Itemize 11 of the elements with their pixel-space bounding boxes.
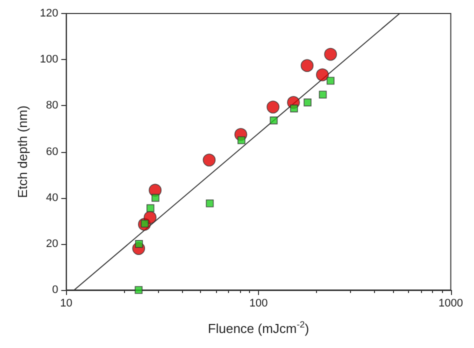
y-tick-label: 60 (46, 146, 58, 158)
y-tick-label: 0 (52, 284, 58, 296)
x-tick-label: 1000 (438, 298, 464, 310)
x-tick-label: 100 (249, 298, 268, 310)
y-tick-label: 20 (46, 238, 58, 250)
y-tick-label: 80 (46, 100, 58, 112)
y-tick-label: 40 (46, 192, 58, 204)
x-tick-label: 10 (60, 298, 72, 310)
y-tick-label: 120 (40, 8, 58, 20)
y-axis-title: Etch depth (nm) (15, 106, 30, 198)
y-tick-label: 100 (40, 54, 58, 66)
